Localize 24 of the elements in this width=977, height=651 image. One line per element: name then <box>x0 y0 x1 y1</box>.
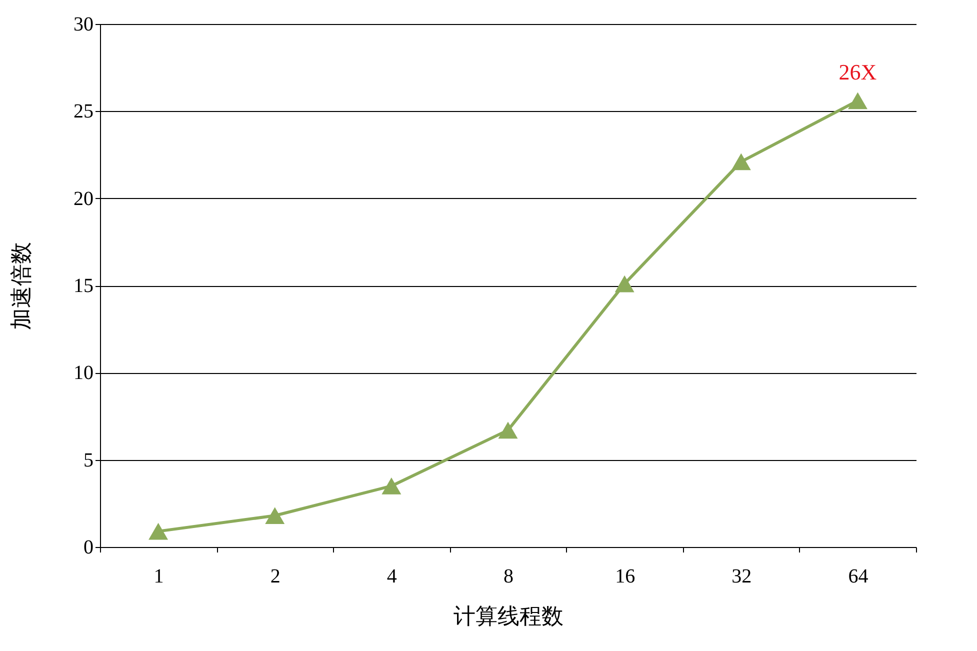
x-tick-label: 64 <box>848 566 868 588</box>
y-axis-title: 加速倍数 <box>8 242 34 330</box>
point <box>498 422 518 439</box>
point <box>848 92 868 110</box>
y-tick-label: 10 <box>74 362 94 384</box>
y-tick-label: 0 <box>84 536 94 558</box>
x-tick-label: 2 <box>270 566 280 588</box>
y-tick-label: 20 <box>74 188 94 210</box>
x-tick-label: 1 <box>154 566 164 588</box>
y-tick-label: 5 <box>84 449 94 472</box>
point <box>148 522 168 540</box>
y-tick-label: 15 <box>74 275 94 297</box>
x-axis-title: 计算线程数 <box>454 604 564 628</box>
x-tick-label: 8 <box>504 566 514 588</box>
point <box>265 507 285 524</box>
point <box>731 153 751 170</box>
annotation: 26X <box>838 60 877 85</box>
x-tick-label: 32 <box>732 566 752 588</box>
y-tick-label: 25 <box>74 100 94 123</box>
x-tick-label: 4 <box>386 566 397 588</box>
x-tick-label: 16 <box>615 566 636 588</box>
point <box>614 275 634 292</box>
y-tick-label: 30 <box>74 14 94 36</box>
point <box>382 478 402 494</box>
